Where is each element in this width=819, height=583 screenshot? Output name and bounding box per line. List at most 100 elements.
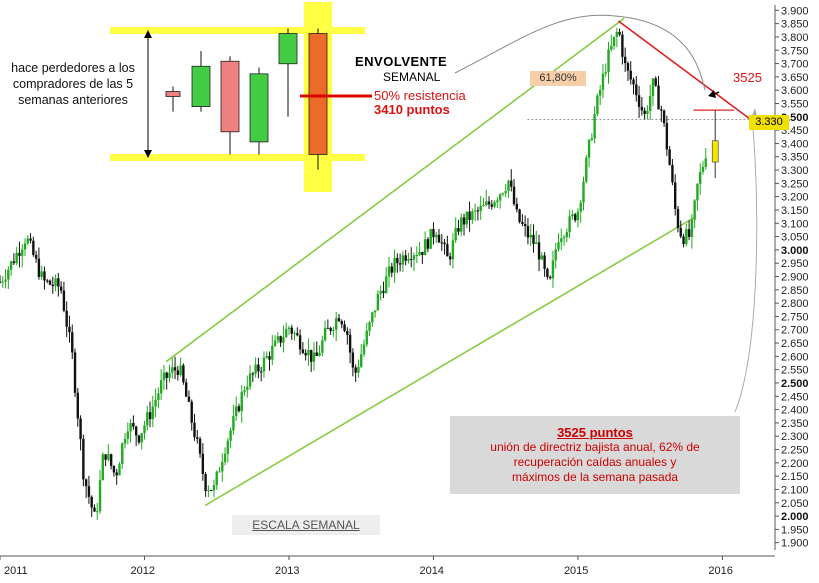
downtrend-line <box>617 20 755 123</box>
inset-arrow-down <box>144 150 152 158</box>
candle-body <box>246 386 249 391</box>
candle-body <box>429 228 432 249</box>
y-tick-label: 2.250 <box>781 445 809 457</box>
y-tick-label: 2.650 <box>781 338 809 350</box>
candle-body <box>296 333 299 336</box>
candle-body <box>343 324 346 332</box>
candle-body <box>637 95 641 107</box>
candle-body <box>660 109 663 111</box>
candle-body <box>101 454 105 481</box>
y-tick-label: 3.550 <box>781 98 809 110</box>
candle-body <box>410 258 413 260</box>
candle-body <box>526 226 530 238</box>
candle-body <box>154 400 157 407</box>
candle-body <box>476 210 480 212</box>
candle-body <box>648 95 652 111</box>
y-tick-label: 2.600 <box>781 351 809 363</box>
candle-body <box>165 372 168 378</box>
candle-body <box>632 79 635 85</box>
candle-body <box>48 280 52 285</box>
y-tick-label: 2.300 <box>781 431 809 443</box>
candle-body <box>112 465 116 473</box>
candle-body <box>662 110 666 124</box>
y-tick-label: 3.850 <box>781 19 809 31</box>
candle-body <box>390 266 393 273</box>
candle-body <box>560 238 563 243</box>
candle-body <box>171 367 174 373</box>
y-tick-label: 2.500 <box>781 378 809 390</box>
x-tick-label: 2014 <box>419 565 443 577</box>
candle-body <box>379 290 382 294</box>
candle-body <box>96 511 99 513</box>
info-line: máximos de la semana pasada <box>511 470 679 484</box>
candle-body <box>435 234 438 238</box>
candle-body <box>404 255 407 261</box>
candle-body <box>643 110 646 115</box>
candle-body <box>387 266 391 277</box>
candle-body <box>482 205 485 207</box>
candle-body <box>68 326 71 333</box>
candle-body <box>462 217 466 225</box>
candle-body <box>12 261 16 264</box>
candle-body <box>257 364 260 372</box>
inset-bottom-band <box>110 154 365 161</box>
candle-body <box>43 271 46 281</box>
candle-body <box>598 89 602 96</box>
candle-body <box>623 56 627 64</box>
candle-body <box>212 485 216 491</box>
candle-body <box>71 332 74 353</box>
candle-body <box>471 211 474 221</box>
candle-body <box>62 290 66 311</box>
candle-body <box>651 78 655 96</box>
candle-body <box>271 346 274 360</box>
candle-body <box>690 219 694 237</box>
x-axis: 2011 2012 2013 2014 2015 2016 <box>0 555 775 577</box>
candle-body <box>512 186 516 205</box>
candle-body <box>37 258 41 277</box>
candle-body <box>376 293 380 311</box>
candle-body <box>371 312 374 323</box>
candle-body <box>443 242 446 245</box>
resistance-percent-label: 50% resistencia <box>374 88 466 103</box>
candle-body <box>682 236 685 245</box>
candle-body <box>329 328 332 331</box>
candle-body <box>293 333 296 335</box>
pointer-arrow-head <box>708 90 716 98</box>
candle-body <box>190 401 193 423</box>
candle-body <box>654 78 657 86</box>
candle-body <box>87 486 91 497</box>
candle-body <box>468 211 471 221</box>
candle-body <box>304 352 307 356</box>
candle-body <box>571 214 574 217</box>
candle-body <box>515 204 519 210</box>
candle-body <box>479 205 482 211</box>
candle-body <box>548 276 552 279</box>
candle-body <box>173 367 177 371</box>
candle-body <box>612 36 616 46</box>
y-tick-label: 2.150 <box>781 471 809 483</box>
candle-body <box>551 260 555 279</box>
candle-body <box>221 462 224 472</box>
candle-body <box>668 149 671 165</box>
candle-body <box>65 310 68 327</box>
info-line: recuperación caídas anuales y <box>513 455 677 469</box>
candle-body <box>393 257 396 273</box>
y-tick-label: 3.600 <box>781 85 809 97</box>
y-tick-label: 3.050 <box>781 232 809 244</box>
candle-body <box>159 380 163 394</box>
candle-body <box>610 45 613 50</box>
candle-body <box>593 114 596 139</box>
candle-body <box>115 472 118 476</box>
candle-body <box>182 365 185 383</box>
candle-body <box>640 106 644 111</box>
candle-body <box>671 164 674 183</box>
y-tick-label: 3.250 <box>781 178 809 190</box>
candle-body <box>93 507 96 512</box>
candle-body <box>360 354 363 367</box>
envolvente-subtitle: SEMANAL <box>383 70 441 84</box>
candle-body <box>373 310 377 313</box>
candle-body <box>176 370 180 375</box>
candle-body <box>590 138 594 140</box>
candle-body <box>501 193 505 195</box>
